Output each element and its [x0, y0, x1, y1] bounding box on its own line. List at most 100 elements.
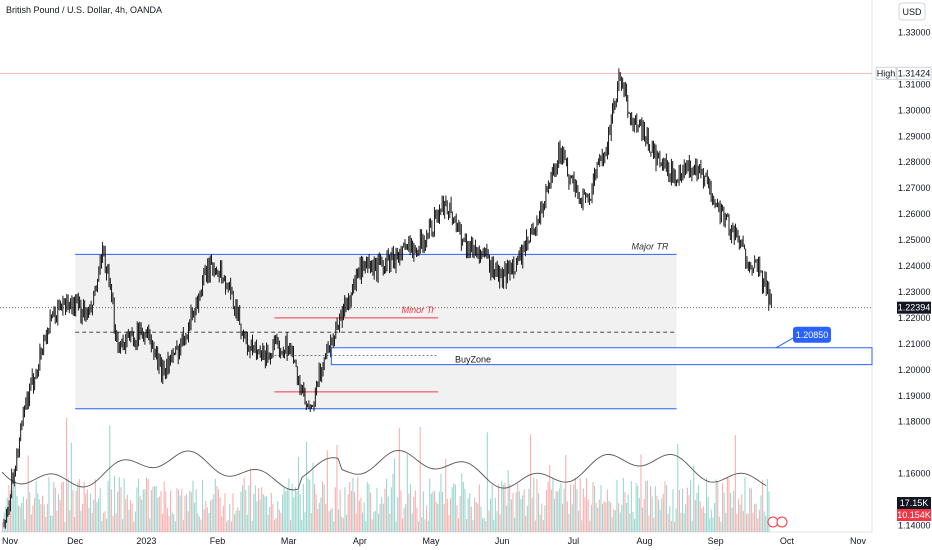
- time-tick-label: Nov: [850, 536, 867, 546]
- volume-bar: [504, 482, 506, 532]
- volume-bar: [459, 496, 461, 532]
- volume-bar: [136, 487, 138, 532]
- volume-bar: [107, 480, 109, 532]
- volume-bar: [109, 425, 111, 532]
- volume-bar: [558, 488, 560, 532]
- volume-readout-label: 10.154K: [897, 510, 931, 520]
- volume-bar: [603, 501, 605, 532]
- volume-bar: [258, 488, 260, 532]
- time-tick-label: 2023: [136, 536, 156, 546]
- volume-bar: [424, 519, 426, 532]
- volume-bar: [70, 442, 72, 532]
- volume-bar: [683, 513, 685, 532]
- volume-bar: [510, 499, 512, 532]
- volume-bar: [274, 519, 276, 532]
- volume-bar: [152, 486, 154, 532]
- volume-bar: [686, 487, 688, 532]
- volume-bar: [430, 493, 432, 532]
- volume-bar: [766, 478, 768, 532]
- time-tick-label: Mar: [281, 536, 297, 546]
- price-tick-label: 1.14000: [898, 521, 931, 531]
- volume-bar: [754, 504, 756, 532]
- volume-bar: [693, 465, 695, 532]
- volume-bar: [93, 499, 95, 532]
- high-tag-label: High: [877, 68, 896, 78]
- volume-bar: [362, 512, 364, 532]
- volume-bar: [698, 485, 700, 532]
- volume-bar: [96, 501, 98, 532]
- volume-bar: [237, 507, 239, 532]
- volume-bar: [163, 481, 165, 532]
- volume-bar: [326, 450, 328, 532]
- volume-bar: [650, 486, 652, 532]
- volume-bar: [469, 493, 471, 532]
- volume-bar: [187, 511, 189, 532]
- volume-bar: [394, 458, 396, 532]
- volume-bar: [486, 432, 488, 532]
- volume-bar: [251, 520, 253, 532]
- volume-bar: [483, 518, 485, 532]
- volume-bar: [611, 517, 613, 532]
- volume-bar: [194, 502, 196, 532]
- time-tick-label: Sep: [708, 536, 724, 546]
- volume-bar: [651, 496, 653, 532]
- volume-bar: [747, 513, 749, 532]
- currency-label: USD: [902, 7, 922, 17]
- volume-bar: [672, 489, 674, 532]
- volume-bar: [288, 478, 290, 532]
- volume-bar: [662, 494, 664, 532]
- volume-bar: [334, 487, 336, 532]
- volume-bar: [171, 512, 173, 532]
- price-axis[interactable]: 1.33000 1.31000 1.30000 1.29000 1.28000 1.270…: [875, 27, 932, 531]
- price-tick-label: 1.19000: [898, 391, 931, 401]
- price-tick-label: 1.25000: [898, 235, 931, 245]
- volume-bar: [571, 504, 573, 532]
- volume-bar: [744, 477, 746, 532]
- volume-bar: [40, 504, 42, 532]
- volume-bar: [643, 499, 645, 532]
- price-tick-label: 1.22000: [898, 313, 931, 323]
- volume-bar: [46, 503, 48, 532]
- volume-bar: [739, 504, 741, 532]
- volume-bar: [112, 515, 114, 532]
- volume-bar: [477, 503, 479, 532]
- volume-bar: [48, 477, 50, 532]
- time-axis[interactable]: Nov Dec 2023 Feb Mar Apr May Jun Jul Aug Sep Oct Nov: [2, 536, 867, 546]
- volume-bar: [291, 483, 293, 532]
- volume-bar: [5, 507, 7, 532]
- volume-bar: [498, 484, 500, 532]
- volume-bar: [656, 495, 658, 532]
- volume-bar: [670, 520, 672, 532]
- volume-bar: [466, 519, 468, 532]
- currency-button[interactable]: USD: [898, 2, 926, 21]
- volume-bar: [386, 478, 388, 532]
- volume-bar: [642, 507, 644, 532]
- volume-bar: [688, 495, 690, 532]
- volume-bar: [738, 498, 740, 532]
- volume-bar: [534, 520, 536, 532]
- volume-bar: [275, 517, 277, 532]
- volume-bar: [622, 477, 624, 532]
- volume-bar: [186, 494, 188, 532]
- volume-bar: [192, 480, 194, 532]
- volume-bar: [229, 503, 231, 532]
- volume-bar: [43, 504, 45, 532]
- volume-bar: [66, 417, 68, 532]
- time-tick-label: Nov: [2, 536, 19, 546]
- volume-bar: [762, 479, 764, 532]
- volume-bar: [285, 491, 287, 532]
- volume-bar: [141, 499, 143, 532]
- volume-readout-box: [897, 509, 931, 521]
- volume-bar: [34, 498, 36, 532]
- volume-bar: [677, 444, 679, 532]
- volume-bar: [678, 490, 680, 532]
- volume-bar: [432, 491, 434, 532]
- price-tick-label: 1.23000: [898, 287, 931, 297]
- volume-bar: [619, 512, 621, 532]
- volume-bar: [734, 435, 736, 532]
- volume-bar: [723, 492, 725, 532]
- volume-bar: [613, 509, 615, 532]
- volume-bar: [117, 491, 119, 532]
- volume-bar: [98, 498, 100, 532]
- volume-bar: [227, 520, 229, 532]
